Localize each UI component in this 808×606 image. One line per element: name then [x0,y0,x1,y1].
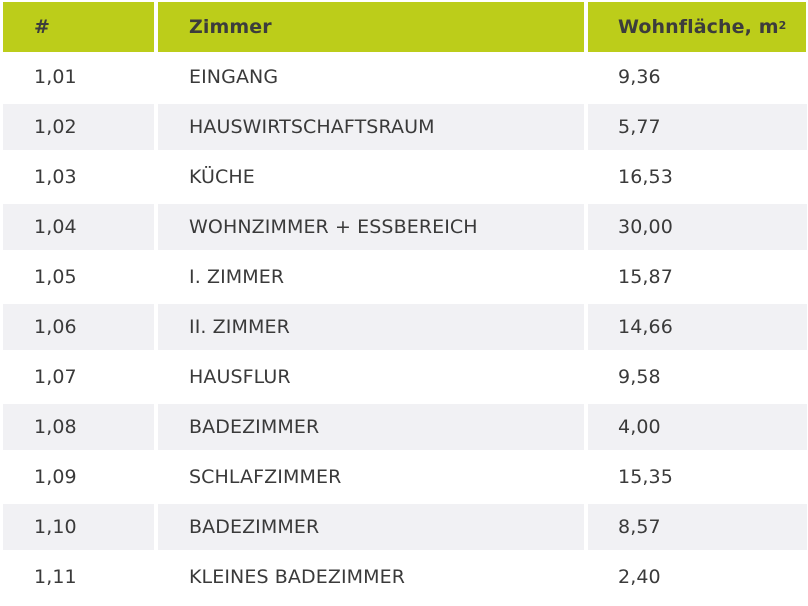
room-number-cell: 1,02 [3,104,154,150]
table-row: 1,10 BADEZIMMER 8,57 [0,502,808,552]
room-area-cell: 16,53 [618,166,673,188]
room-name-cell: II. ZIMMER [158,304,584,350]
room-name-cell: KÜCHE [189,166,255,188]
room-name-cell: EINGANG [189,66,279,88]
room-area-cell: 14,66 [588,304,807,350]
table-row: 1,03 KÜCHE 16,53 [0,152,808,202]
table-row: 1,04 WOHNZIMMER + ESSBEREICH 30,00 [0,202,808,252]
area-unit-superscript: 2 [778,18,787,32]
room-number-cell: 1,01 [34,66,77,88]
room-area-cell: 4,00 [588,404,807,450]
room-number-cell: 1,07 [34,366,77,388]
room-number-cell: 1,05 [34,266,77,288]
column-header-room[interactable]: Zimmer [158,2,584,52]
room-number-cell: 1,11 [34,566,77,588]
room-area-cell: 15,35 [618,466,673,488]
room-number-cell: 1,09 [34,466,77,488]
room-number-cell: 1,04 [3,204,154,250]
room-area-cell: 5,77 [588,104,807,150]
room-name-cell: HAUSFLUR [189,366,291,388]
room-area-cell: 8,57 [588,504,807,550]
room-number-cell: 1,06 [3,304,154,350]
room-name-cell: KLEINES BADEZIMMER [189,566,406,588]
table-row: 1,07 HAUSFLUR 9,58 [0,352,808,402]
room-area-cell: 9,36 [618,66,661,88]
room-area-cell: 15,87 [618,266,673,288]
room-name-cell: BADEZIMMER [158,504,584,550]
column-header-area-label: Wohnfläche, m [618,16,779,38]
table-row: 1,09 SCHLAFZIMMER 15,35 [0,452,808,502]
room-area-cell: 9,58 [618,366,661,388]
table-row: 1,08 BADEZIMMER 4,00 [0,402,808,452]
room-name-cell: WOHNZIMMER + ESSBEREICH [158,204,584,250]
room-number-cell: 1,10 [3,504,154,550]
table-row: 1,05 I. ZIMMER 15,87 [0,252,808,302]
table-row: 1,01 EINGANG 9,36 [0,52,808,102]
table-body: 1,01 EINGANG 9,36 1,02 HAUSWIRTSCHAFTSRAUM 5,… [0,52,808,602]
room-number-cell: 1,08 [3,404,154,450]
room-name-cell: BADEZIMMER [158,404,584,450]
table-row: 1,02 HAUSWIRTSCHAFTSRAUM 5,77 [0,102,808,152]
column-header-number[interactable]: # [3,2,154,52]
room-name-cell: SCHLAFZIMMER [189,466,342,488]
room-name-cell: I. ZIMMER [189,266,285,288]
table-row: 1,06 II. ZIMMER 14,66 [0,302,808,352]
room-number-cell: 1,03 [34,166,77,188]
room-name-cell: HAUSWIRTSCHAFTSRAUM [158,104,584,150]
table-row: 1,11 KLEINES BADEZIMMER 2,40 [0,552,808,602]
room-area-cell: 30,00 [588,204,807,250]
room-area-cell: 2,40 [618,566,661,588]
